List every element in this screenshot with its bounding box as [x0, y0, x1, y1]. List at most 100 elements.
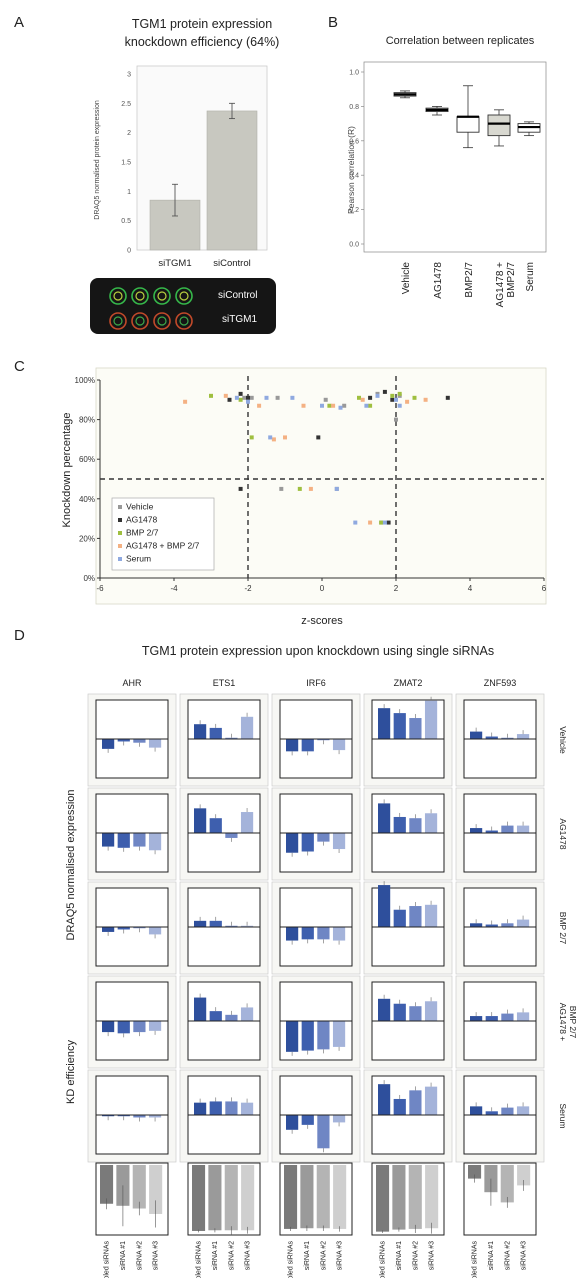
chart-d-bar [133, 833, 146, 847]
chart-d-kd-bar [316, 1165, 330, 1229]
chart-c-point-bmp [209, 393, 213, 398]
chart-d-kd-bar [500, 1165, 514, 1203]
chart-d-kd-xtick: Pooled siRNAs [288, 1241, 295, 1278]
chart-d-bar [225, 737, 238, 739]
chart-c-ytick: 100% [75, 376, 95, 385]
inset-well-inner [157, 291, 167, 301]
chart-c-point-serum [364, 403, 369, 408]
chart-d-bar [301, 1115, 314, 1125]
chart-d-bar [225, 1014, 238, 1021]
chart-d-bar [378, 1084, 391, 1115]
chart-b-ytick: 0.4 [349, 173, 359, 180]
inset-well-inner [113, 316, 123, 326]
chart-d-bar [470, 828, 483, 833]
chart-d-bar [240, 716, 254, 739]
chart-d-bar [240, 1007, 254, 1021]
chart-d-bar [501, 737, 514, 739]
chart-c-xtick: 4 [468, 584, 473, 593]
chart-c-point-bmp [397, 391, 402, 396]
chart-a-ytick: 2 [127, 130, 131, 137]
chart-d-bar [516, 919, 530, 927]
chart-d-bar [393, 1003, 406, 1021]
chart-d-bar [102, 927, 115, 932]
chart-b-ytick: 0.8 [349, 104, 359, 111]
chart-c-ylabel: Knockdown percentage [61, 413, 73, 528]
chart-d-bar [117, 833, 130, 848]
chart-d-kd-xtick: Pooled siRNAs [380, 1241, 387, 1278]
inset-well-inner [113, 291, 123, 301]
chart-c-point-bmp [390, 393, 395, 398]
chart-c-legend-entry: AG1478 [126, 515, 157, 525]
panel-label-d: D [14, 627, 25, 644]
chart-c-xtick: -2 [244, 584, 252, 593]
chart-c-point-vehicle [249, 395, 254, 400]
chart-d-bar [225, 925, 238, 927]
chart-d-bar [424, 700, 438, 739]
chart-b-xtick: AG1478 [433, 262, 444, 299]
chart-c-point-bmp [327, 403, 332, 408]
chart-d-title: TGM1 protein expression upon knockdown u… [142, 644, 494, 658]
chart-d-bar [317, 1021, 330, 1050]
inset-well-inner [135, 316, 145, 326]
chart-c-xtick: -6 [96, 584, 104, 593]
chart-d-bar [378, 885, 391, 927]
chart-d-bar [240, 1102, 254, 1115]
chart-d-bar [209, 1011, 222, 1021]
chart-d-bar [317, 1115, 330, 1149]
chart-b-box [487, 114, 511, 137]
chart-d-bar [501, 1013, 514, 1021]
chart-a-ytick: 0.5 [121, 218, 131, 225]
chart-d-kd-xtick: Pooled siRNAs [196, 1241, 203, 1278]
chart-c-point-vehicle [275, 395, 280, 400]
inset-well [175, 287, 193, 305]
chart-d-bar [102, 1115, 115, 1117]
inset-well-inner [157, 316, 167, 326]
chart-d-bar [409, 1006, 422, 1021]
chart-c-point-ag1478 [246, 395, 250, 400]
chart-d: TGM1 protein expression upon knockdown u… [65, 644, 578, 1278]
chart-d-bar [409, 1090, 422, 1115]
chart-b-ytick: 0.6 [349, 138, 359, 145]
chart-c-point-bmp [297, 486, 302, 491]
chart-d-kd-xtick: siRNA #3 [337, 1241, 344, 1270]
chart-d-kd-xtick: Pooled siRNAs [104, 1241, 111, 1278]
chart-d-bar [501, 923, 514, 927]
chart-d-bar [240, 925, 254, 927]
chart-c-point-agbmp [183, 399, 188, 404]
chart-c-point-agbmp [308, 486, 313, 491]
panel-label-b: B [328, 14, 338, 31]
chart-c-point-ag1478 [382, 389, 387, 394]
chart-a-ytick: 2.5 [121, 101, 131, 108]
chart-d-condition-label: Serum [558, 1103, 568, 1128]
chart-c-point-serum [394, 397, 398, 402]
chart-a-title-line-2: knockdown efficiency (64%) [125, 35, 280, 49]
chart-c-point-serum [290, 395, 295, 400]
chart-c-point-vehicle [394, 417, 398, 422]
chart-d-kd-bar [284, 1165, 298, 1229]
chart-b-xtick: Vehicle [401, 262, 412, 295]
chart-a: TGM1 protein expression knockdown effici… [90, 17, 279, 334]
chart-d-bar [240, 812, 254, 833]
chart-d-bar [148, 739, 162, 748]
chart-c-point-ag1478 [386, 520, 391, 525]
chart-d-kd-bar [100, 1165, 114, 1204]
chart-c-point-agbmp [331, 403, 336, 408]
chart-c-ytick: 0% [83, 574, 95, 583]
chart-d-bar [516, 825, 530, 833]
chart-a-xtick: siTGM1 [158, 258, 191, 269]
inset-well [131, 287, 149, 305]
chart-a-ytick: 1.5 [121, 160, 131, 167]
chart-d-gene-header: ETS1 [213, 678, 236, 688]
chart-d-kd-xtick: siRNA #3 [429, 1241, 436, 1270]
chart-c-point-serum [338, 405, 343, 410]
chart-c-ytick: 40% [79, 495, 95, 504]
chart-c-point-bmp [379, 520, 384, 525]
chart-d-kd-xtick: siRNA #2 [136, 1241, 143, 1270]
chart-d-bar [485, 830, 498, 833]
chart-c-point-agbmp [360, 397, 365, 402]
chart-d-kd-bar [208, 1165, 222, 1231]
chart-d-bar [393, 909, 406, 927]
chart-d-bar [117, 1115, 130, 1117]
chart-d-bar [301, 927, 314, 940]
chart-c-xtick: 0 [320, 584, 325, 593]
